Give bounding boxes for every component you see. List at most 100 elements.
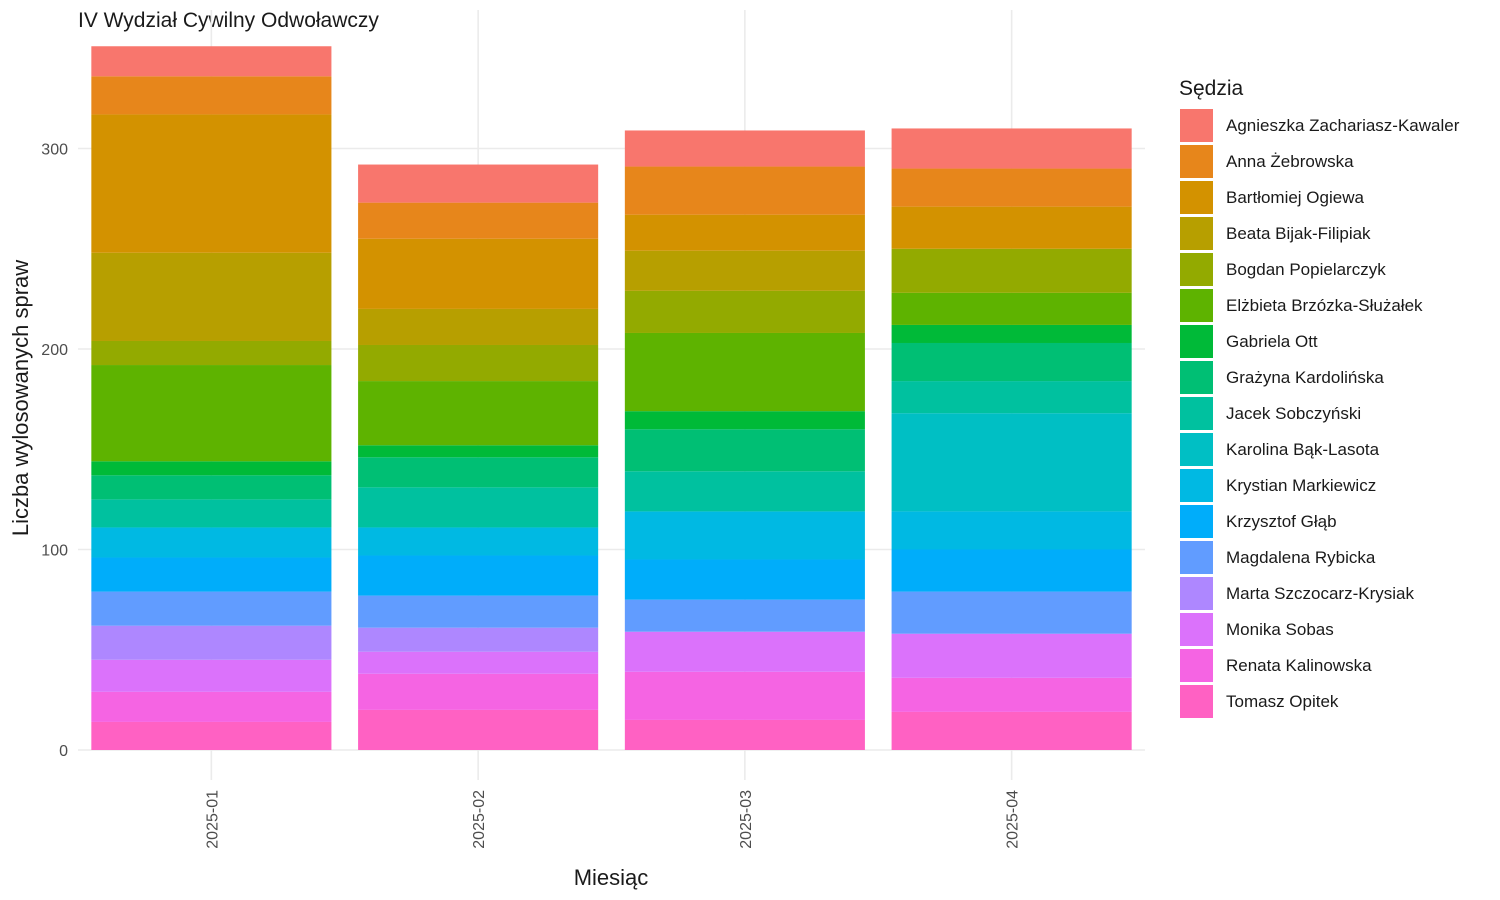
legend-swatch <box>1180 217 1213 250</box>
bar-segment <box>358 627 599 652</box>
bar-segment <box>91 252 332 341</box>
bar-segment <box>624 719 865 750</box>
bar-segment <box>358 527 599 556</box>
x-tick-label: 2025-03 <box>738 790 755 849</box>
legend-swatch <box>1180 289 1213 322</box>
y-axis-title: Liczba wylosowanych spraw <box>8 260 33 536</box>
y-tick-label: 100 <box>41 543 68 560</box>
bar-segment <box>91 659 332 692</box>
legend-label: Monika Sobas <box>1226 620 1334 639</box>
bar-segment <box>91 114 332 253</box>
bar-segment <box>624 429 865 472</box>
legend-swatch <box>1180 397 1213 430</box>
legend-label: Agnieszka Zachariasz-Kawaler <box>1226 116 1460 135</box>
bar-segment <box>358 308 599 345</box>
legend-swatch <box>1180 505 1213 538</box>
bar-segment <box>891 633 1132 678</box>
bar-segment <box>891 324 1132 343</box>
bar-segment <box>624 471 865 512</box>
bar-segment <box>891 168 1132 207</box>
bar-segment <box>91 591 332 626</box>
bar-segment <box>358 445 599 458</box>
bar-segment <box>91 340 332 366</box>
bar-segment <box>891 248 1132 293</box>
legend-label: Gabriela Ott <box>1226 332 1318 351</box>
bar-segment <box>358 344 599 382</box>
legend-label: Grażyna Kardolińska <box>1226 368 1384 387</box>
bar-segment <box>624 631 865 672</box>
bar-segment <box>624 130 865 167</box>
legend-swatch <box>1180 145 1213 178</box>
legend-label: Marta Szczocarz-Krysiak <box>1226 584 1414 603</box>
bar-segment <box>624 511 865 560</box>
legend-label: Krystian Markiewicz <box>1226 476 1376 495</box>
legend-title: Sędzia <box>1179 77 1244 100</box>
bar-segment <box>891 292 1132 325</box>
bar-segment <box>891 511 1132 550</box>
bar-segment <box>358 595 599 628</box>
legend-label: Bartłomiej Ogiewa <box>1226 188 1364 207</box>
legend: Agnieszka Zachariasz-Kawaler Anna Żebrows… <box>1180 109 1460 718</box>
legend-label: Magdalena Rybicka <box>1226 548 1376 567</box>
legend-swatch <box>1180 577 1213 610</box>
bar-segment <box>624 250 865 291</box>
bar-segment <box>891 677 1132 712</box>
bar-segment <box>891 591 1132 634</box>
bar-segment <box>91 557 332 592</box>
bar-segment <box>624 671 865 720</box>
bar-segment <box>91 475 332 500</box>
bar-segment <box>891 413 1132 512</box>
bar-segment <box>91 365 332 462</box>
legend-swatch <box>1180 541 1213 574</box>
legend-label: Renata Kalinowska <box>1226 656 1372 675</box>
bars <box>91 46 1132 750</box>
legend-label: Bogdan Popielarczyk <box>1226 260 1386 279</box>
bar-segment <box>358 164 599 203</box>
legend-label: Tomasz Opitek <box>1226 692 1339 711</box>
legend-swatch <box>1180 613 1213 646</box>
bar-segment <box>624 290 865 333</box>
bar-segment <box>91 461 332 476</box>
legend-swatch <box>1180 181 1213 214</box>
bar-segment <box>91 499 332 528</box>
bar-segment <box>358 202 599 239</box>
bar-segment <box>358 709 599 750</box>
bar-segment <box>358 457 599 488</box>
x-tick-label: 2025-04 <box>1005 790 1022 849</box>
bar-segment <box>624 559 865 600</box>
bar-segment <box>624 411 865 430</box>
x-tick-label: 2025-01 <box>204 790 221 849</box>
legend-swatch <box>1180 253 1213 286</box>
y-tick-label: 0 <box>59 743 68 760</box>
bar-segment <box>624 214 865 251</box>
bar-segment <box>91 76 332 115</box>
bar-segment <box>91 691 332 722</box>
legend-label: Karolina Bąk-Lasota <box>1226 440 1380 459</box>
bar-segment <box>358 555 599 596</box>
legend-label: Elżbieta Brzózka-Służałek <box>1226 296 1423 315</box>
legend-swatch <box>1180 469 1213 502</box>
bar-segment <box>358 673 599 710</box>
chart-title: IV Wydział Cywilny Odwoławczy <box>78 9 379 32</box>
legend-swatch <box>1180 325 1213 358</box>
y-tick-label: 300 <box>41 142 68 159</box>
bar-segment <box>891 206 1132 249</box>
legend-swatch <box>1180 109 1213 142</box>
bar-segment <box>91 46 332 77</box>
bar-segment <box>624 599 865 632</box>
bar-segment <box>91 625 332 660</box>
legend-label: Beata Bijak-Filipiak <box>1226 224 1371 243</box>
legend-label: Anna Żebrowska <box>1226 152 1354 171</box>
bar-segment <box>358 487 599 528</box>
legend-swatch <box>1180 361 1213 394</box>
x-axis-ticks: 2025-01 2025-02 2025-03 2025-04 <box>204 790 1021 849</box>
bar-segment <box>891 342 1132 382</box>
bar-segment <box>91 527 332 558</box>
bar-segment <box>624 332 865 412</box>
legend-swatch <box>1180 685 1213 718</box>
y-tick-label: 200 <box>41 342 68 359</box>
legend-label: Krzysztof Głąb <box>1226 512 1337 531</box>
bar-segment <box>891 381 1132 414</box>
x-axis-title: Miesiąc <box>574 865 649 890</box>
